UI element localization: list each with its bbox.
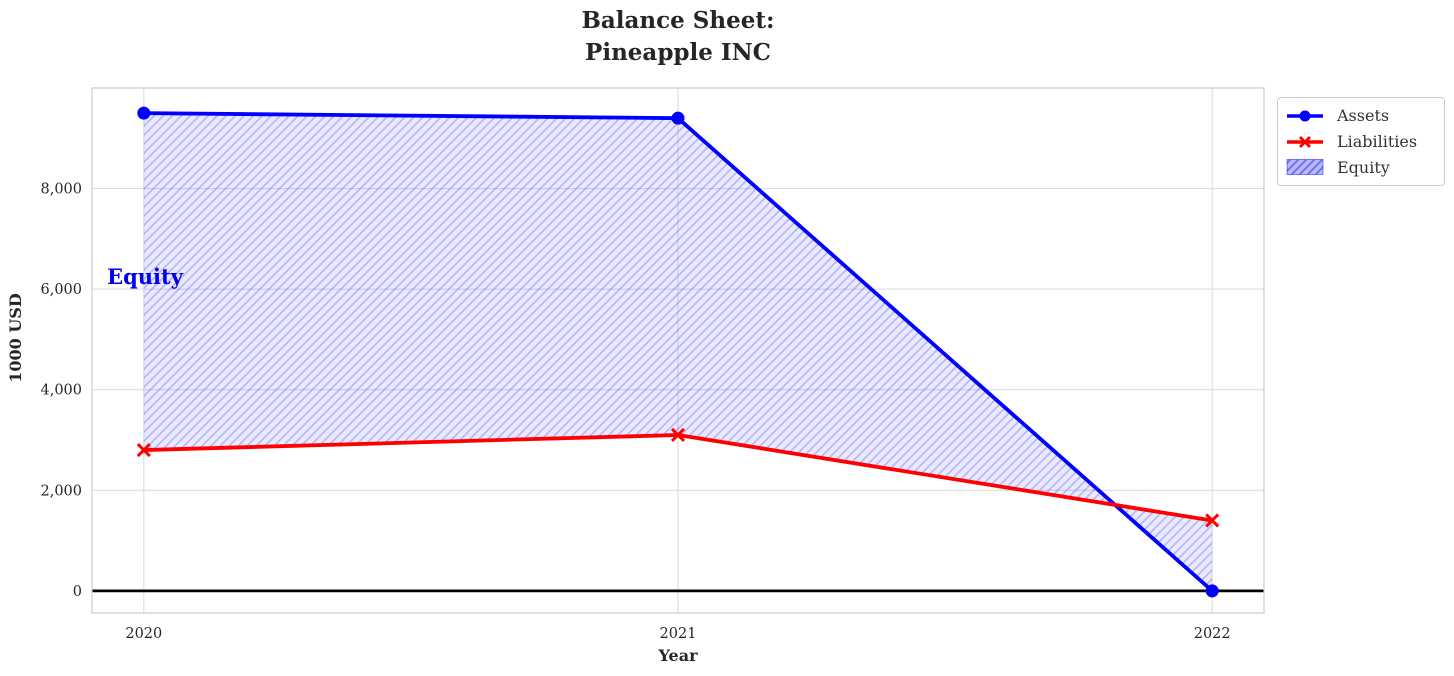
x-tick-label: 2022	[1194, 626, 1231, 642]
assets-line-icon	[1287, 110, 1323, 122]
legend-item-liabilities: Liabilities	[1285, 129, 1436, 155]
liabilities-line-icon	[1287, 135, 1323, 148]
y-tick-label: 8,000	[40, 182, 82, 198]
legend-label-liabilities: Liabilities	[1337, 132, 1418, 151]
plot-border	[91, 87, 1265, 614]
y-tick-label: 4,000	[40, 383, 82, 399]
chart-title: Balance Sheet: Pineapple INC	[92, 5, 1264, 69]
legend-item-assets: Assets	[1285, 103, 1436, 129]
equity-fill-area	[143, 113, 1213, 591]
legend-label-equity: Equity	[1337, 157, 1390, 177]
legend-item-equity: Equity	[1285, 154, 1436, 180]
legend: Assets Liabilities	[1277, 97, 1445, 186]
liabilities-marker	[136, 443, 151, 458]
y-tick-label: 2,000	[40, 483, 82, 499]
liabilities-marker	[670, 427, 686, 443]
assets-marker	[137, 106, 151, 120]
legend-label-assets: Assets	[1337, 106, 1390, 126]
chart-title-line1: Balance Sheet:	[581, 7, 775, 34]
equity-patch-icon	[1286, 159, 1324, 176]
equity-annotation: Equity	[107, 264, 183, 289]
liabilities-marker	[1205, 513, 1220, 528]
x-tick-label: 2020	[125, 626, 162, 642]
x-tick-label: 2021	[660, 626, 697, 642]
x-axis-label: Year	[658, 646, 698, 665]
y-tick-label: 0	[73, 584, 82, 600]
y-tick-label: 6,000	[40, 282, 82, 298]
assets-marker	[671, 111, 685, 125]
chart-title-line2: Pineapple INC	[585, 39, 771, 66]
assets-marker	[1205, 584, 1219, 598]
